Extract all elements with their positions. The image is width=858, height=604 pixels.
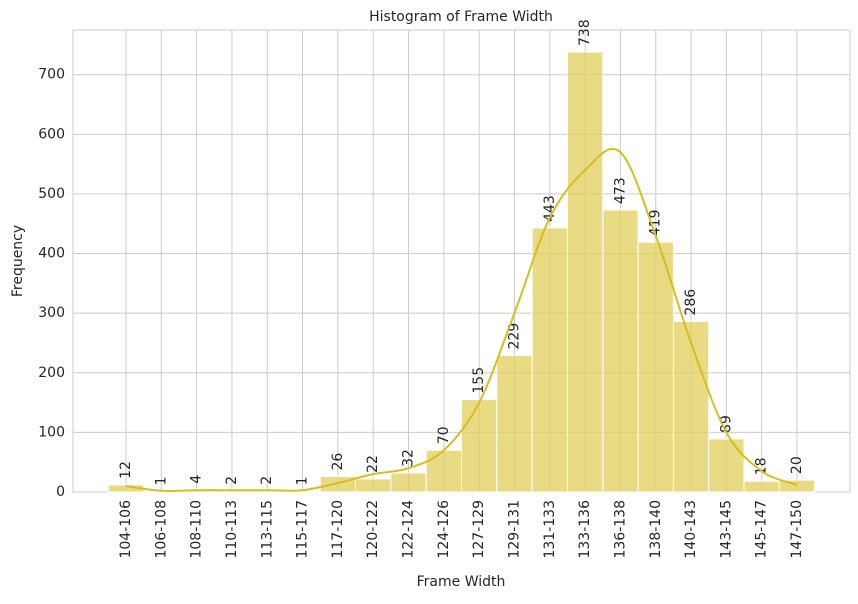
data-label: 12 [118, 461, 134, 479]
data-label: 32 [401, 449, 417, 467]
x-tick-label: 113-115 [259, 500, 275, 559]
data-label: 419 [648, 209, 664, 236]
x-tick-label: 120-122 [365, 500, 381, 559]
y-tick-label: 700 [38, 67, 65, 83]
x-tick-label: 110-113 [224, 500, 240, 559]
y-tick-label: 0 [56, 484, 65, 500]
data-label: 20 [789, 456, 805, 474]
x-tick-label: 104-106 [118, 500, 134, 559]
data-label: 286 [683, 289, 699, 316]
y-tick-label: 200 [38, 365, 65, 381]
data-label: 22 [365, 455, 381, 473]
y-tick-label: 500 [38, 186, 65, 202]
data-label: 4 [189, 475, 205, 484]
data-label: 473 [612, 177, 628, 204]
x-tick-label: 106-108 [153, 500, 169, 559]
x-tick-label: 145-147 [754, 500, 770, 559]
x-tick-label: 129-131 [506, 500, 522, 559]
bar [355, 478, 392, 493]
x-tick-label: 138-140 [648, 500, 664, 559]
x-tick-label: 117-120 [330, 500, 346, 559]
x-tick-label: 143-145 [718, 500, 734, 559]
data-label: 155 [471, 367, 487, 394]
x-tick-label: 115-117 [295, 500, 311, 559]
y-tick-label: 300 [38, 305, 65, 321]
data-label: 443 [542, 195, 558, 222]
data-label: 18 [754, 457, 770, 475]
x-axis-label: Frame Width [417, 574, 506, 590]
x-tick-label: 127-129 [471, 500, 487, 559]
data-label: 229 [506, 323, 522, 350]
y-tick-label: 100 [38, 424, 65, 440]
bar [602, 209, 639, 493]
x-tick-label: 147-150 [789, 500, 805, 559]
bar [496, 354, 533, 493]
data-label: 89 [718, 415, 734, 433]
data-label: 70 [436, 426, 452, 444]
bar [708, 438, 745, 493]
bar [743, 480, 780, 493]
data-label: 1 [295, 476, 311, 485]
y-tick-label: 400 [38, 246, 65, 262]
x-tick-label: 131-133 [542, 500, 558, 559]
bar [531, 227, 568, 493]
data-label: 2 [224, 476, 240, 485]
bar [319, 476, 357, 493]
data-label: 2 [259, 476, 275, 485]
x-tick-label: 124-126 [436, 500, 452, 559]
bar [425, 449, 463, 493]
x-tick-label: 140-143 [683, 500, 699, 559]
bar [672, 321, 710, 493]
y-axis-label: Frequency [10, 225, 26, 297]
bar [566, 51, 604, 493]
x-tick-label: 136-138 [612, 500, 628, 559]
data-label: 1 [153, 476, 169, 485]
data-label: 738 [577, 19, 593, 46]
bar [778, 479, 816, 493]
bar [390, 472, 427, 493]
chart-title: Histogram of Frame Width [369, 9, 553, 25]
bar [461, 399, 498, 493]
x-tick-label: 122-124 [401, 500, 417, 559]
kde-line [125, 147, 798, 493]
x-tick-label: 108-110 [189, 500, 205, 559]
x-tick-label: 133-136 [577, 500, 593, 559]
y-tick-label: 600 [38, 126, 65, 142]
bar [637, 241, 674, 493]
data-label: 26 [330, 453, 346, 471]
